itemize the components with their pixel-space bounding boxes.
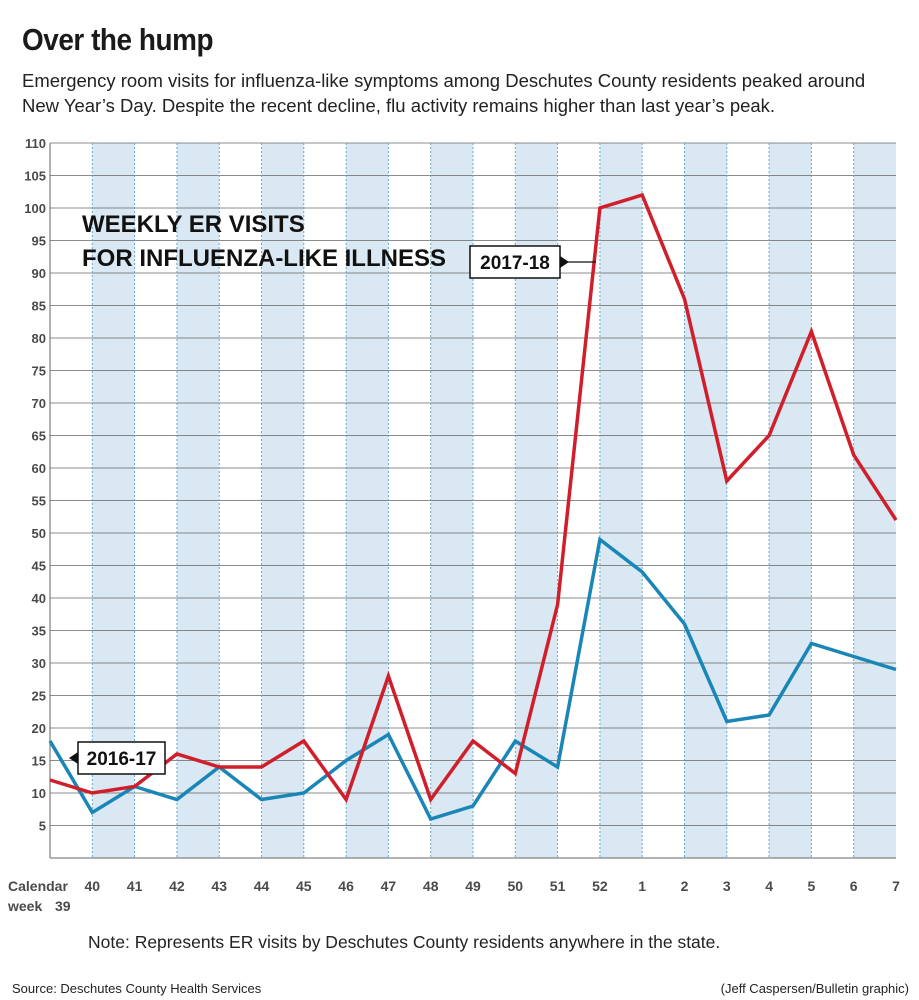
label-text: 2016-17	[87, 749, 157, 770]
x-tick-label: 41	[127, 878, 143, 894]
y-tick-label: 45	[32, 559, 46, 574]
chart-subtitle: Emergency room visits for influenza-like…	[22, 70, 866, 116]
y-tick-label: 85	[32, 299, 46, 314]
vertical-gridlines	[91, 143, 855, 858]
y-tick-label: 5	[39, 819, 46, 834]
y-tick-label: 30	[32, 656, 46, 671]
y-tick-label: 40	[32, 591, 46, 606]
series-label: 2016-17	[69, 741, 166, 775]
x-tick-label: 1	[638, 878, 646, 894]
x-axis-label: week	[7, 898, 42, 914]
x-tick-label: 42	[169, 878, 185, 894]
series-label: 2017-18	[469, 245, 596, 279]
x-tick-label: 50	[508, 878, 524, 894]
y-tick-label: 60	[32, 461, 46, 476]
y-tick-label: 50	[32, 526, 46, 541]
y-tick-label: 95	[32, 234, 46, 249]
series-lines	[48, 192, 898, 822]
source-credit: Source: Deschutes County Health Services	[12, 981, 262, 996]
label-box	[77, 741, 166, 775]
y-tick-label: 65	[32, 429, 46, 444]
x-tick-label: 5	[808, 878, 816, 894]
y-tick-label: 25	[32, 689, 46, 704]
x-tick-label: 51	[550, 878, 566, 894]
x-tick-label: 49	[465, 878, 481, 894]
chart-heading: FOR INFLUENZA-LIKE ILLNESS	[82, 245, 446, 272]
y-tick-label: 100	[24, 201, 46, 216]
x-tick-label: 47	[381, 878, 397, 894]
series-line	[48, 536, 897, 822]
x-tick-label: 39	[55, 898, 71, 914]
x-axis-label: Calendar	[8, 878, 68, 894]
x-tick-label: 40	[85, 878, 101, 894]
y-tick-label: 75	[32, 364, 46, 379]
y-tick-label: 10	[32, 786, 46, 801]
y-tick-label: 105	[24, 169, 46, 184]
x-tick-label: 48	[423, 878, 439, 894]
label-pointer	[560, 256, 569, 268]
line-chart: 5101520253035404550556065707580859095100…	[7, 136, 900, 914]
y-tick-label: 90	[32, 266, 46, 281]
y-tick-label: 15	[32, 754, 46, 769]
label-pointer	[69, 752, 78, 764]
y-axis-ticks: 5 10 15 20 25 30 35 40 45 50 55 60 65 70 75 80 85 90 95 100…	[24, 136, 46, 834]
chart-title: Over the hump	[22, 22, 214, 57]
x-tick-label: 44	[254, 878, 270, 894]
y-tick-label: 35	[32, 624, 46, 639]
x-tick-label: 6	[850, 878, 858, 894]
y-tick-label: 110	[25, 136, 46, 151]
x-tick-label: 43	[211, 878, 227, 894]
x-tick-label: 45	[296, 878, 312, 894]
y-tick-label: 20	[32, 721, 46, 736]
x-tick-label: 2	[681, 878, 689, 894]
label-text: 2017-18	[480, 253, 550, 274]
x-tick-label: 7	[892, 878, 900, 894]
y-tick-label: 55	[32, 494, 46, 509]
x-tick-label: 3	[723, 878, 731, 894]
graphic-credit: (Jeff Caspersen/Bulletin graphic)	[720, 981, 909, 996]
label-box	[469, 245, 561, 279]
x-tick-label: 46	[338, 878, 354, 894]
x-tick-label: 52	[592, 878, 608, 894]
chart-note: Note: Represents ER visits by Deschutes …	[88, 932, 721, 952]
y-tick-label: 80	[32, 331, 46, 346]
y-tick-label: 70	[32, 396, 46, 411]
plot-frame	[49, 143, 896, 859]
x-tick-label: 4	[765, 878, 773, 894]
chart-annotations: WEEKLY ER VISITS FOR INFLUENZA-LIKE ILLNE…	[69, 211, 596, 775]
series-line	[49, 192, 898, 804]
chart-heading: WEEKLY ER VISITS	[82, 211, 305, 238]
